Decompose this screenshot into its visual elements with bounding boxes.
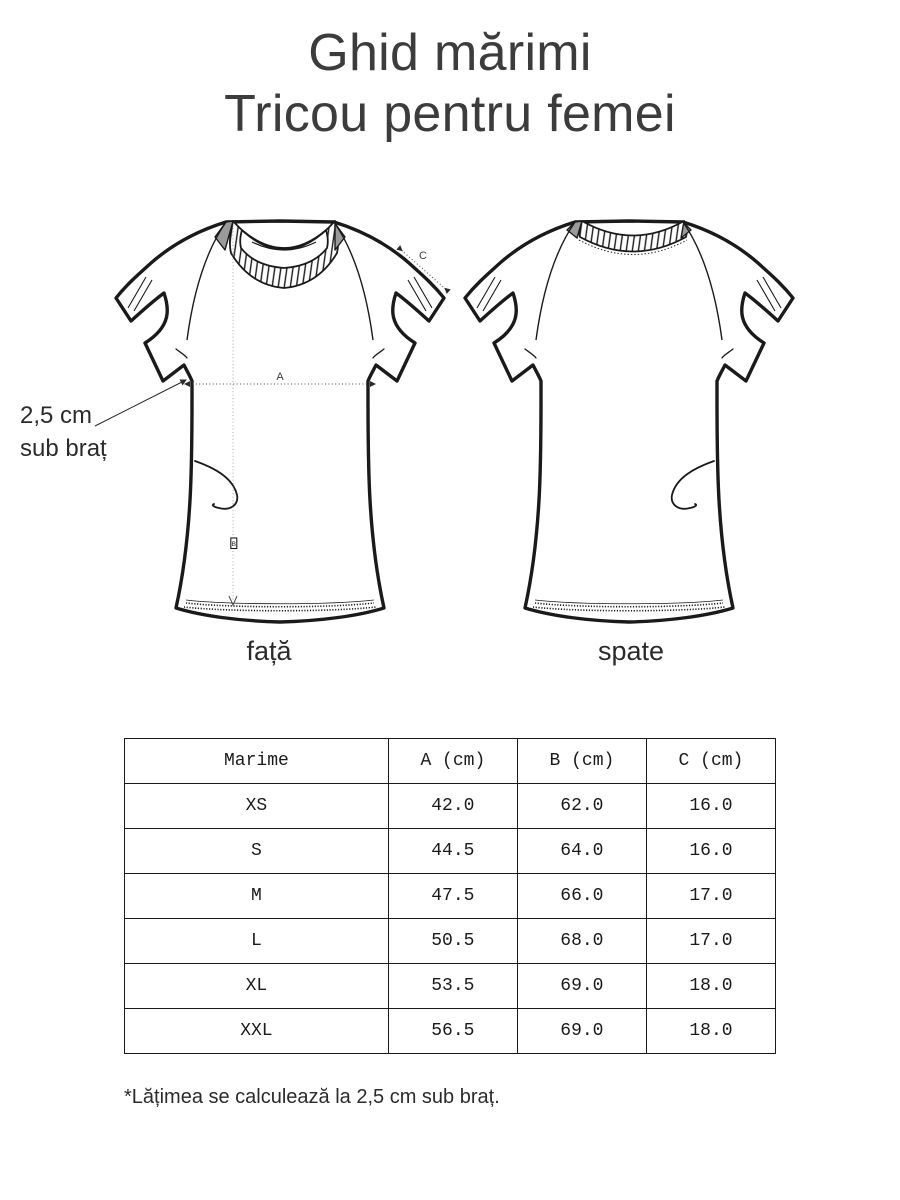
svg-text:C: C: [419, 250, 427, 262]
svg-text:B: B: [232, 541, 236, 548]
svg-text:A: A: [276, 371, 284, 383]
